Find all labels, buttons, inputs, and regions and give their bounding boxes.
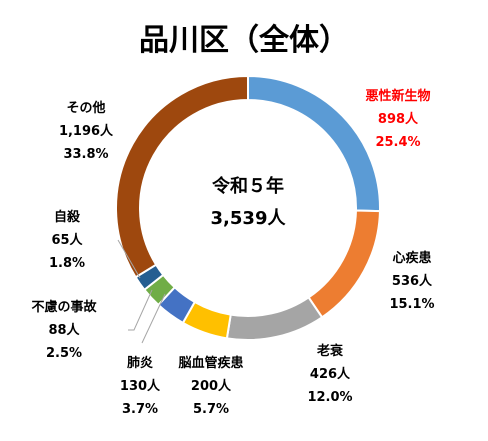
slice-name-label: 脳血管疾患 bbox=[178, 355, 243, 371]
slice-count-label: 65人 bbox=[51, 232, 83, 248]
slice-2 bbox=[307, 209, 381, 319]
slice-percent-label: 3.7% bbox=[122, 402, 158, 417]
slice-8 bbox=[115, 74, 249, 279]
slice-count-label: 130人 bbox=[120, 378, 161, 394]
slice-name-label: 悪性新生物 bbox=[365, 88, 430, 104]
slice-count-label: 1,196人 bbox=[59, 123, 114, 139]
slice-count-label: 200人 bbox=[191, 378, 232, 394]
leader-line bbox=[128, 289, 153, 331]
slice-percent-label: 2.5% bbox=[46, 346, 82, 361]
slice-name-label: 心疾患 bbox=[392, 250, 431, 266]
slice-percent-label: 15.1% bbox=[389, 297, 434, 312]
slice-labels: 悪性新生物 898人 25.4% 心疾患 536人 15.1% 老衰 426人 12.0% 脳血管… bbox=[31, 88, 434, 417]
slice-percent-label: 5.7% bbox=[193, 402, 229, 417]
slice-name-label: 老衰 bbox=[316, 343, 344, 359]
slice-count-label: 898人 bbox=[378, 111, 419, 127]
slice-count-label: 426人 bbox=[310, 366, 351, 382]
slice-name-label: その他 bbox=[66, 100, 105, 116]
slice-percent-label: 12.0% bbox=[307, 390, 352, 405]
slice-name-label: 不慮の事故 bbox=[31, 299, 97, 315]
slice-3 bbox=[225, 296, 324, 341]
chart-title: 品川区（全体） bbox=[139, 23, 349, 58]
donut-slices bbox=[115, 74, 381, 341]
leader-lines bbox=[117, 239, 166, 344]
leader-line bbox=[117, 239, 141, 279]
slice-name-label: 自殺 bbox=[54, 209, 81, 225]
slice-percent-label: 33.8% bbox=[63, 147, 108, 162]
leader-line bbox=[141, 293, 166, 344]
slice-name-label: 肺炎 bbox=[127, 355, 153, 371]
slice-percent-label: 25.4% bbox=[375, 135, 420, 150]
slice-count-label: 88人 bbox=[48, 322, 80, 338]
center-total-label: 3,539人 bbox=[211, 208, 287, 229]
slice-percent-label: 1.8% bbox=[49, 256, 85, 271]
center-year-label: 令和５年 bbox=[211, 175, 284, 197]
slice-count-label: 536人 bbox=[392, 273, 433, 289]
